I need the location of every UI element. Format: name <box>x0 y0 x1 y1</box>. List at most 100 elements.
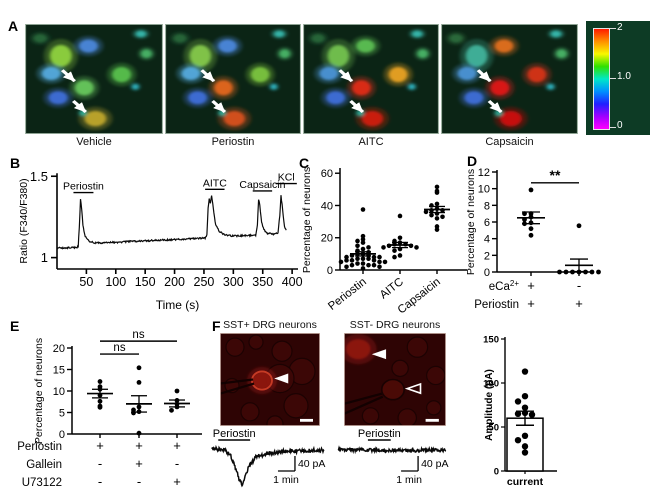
svg-text:-: - <box>137 474 141 489</box>
caption-periostin: Periostin <box>211 136 255 148</box>
svg-text:60: 60 <box>321 168 333 180</box>
svg-text:20: 20 <box>53 343 65 355</box>
panel-b-label: B <box>10 155 21 171</box>
svg-text:+: + <box>527 278 535 293</box>
svg-text:0: 0 <box>327 265 333 277</box>
svg-text:Periostin: Periostin <box>474 299 519 311</box>
svg-text:Time (s): Time (s) <box>156 298 200 312</box>
svg-text:Amplitude (pA): Amplitude (pA) <box>484 369 495 441</box>
svg-text:6: 6 <box>484 217 490 229</box>
colorbar-label-mid: 1.0 <box>617 71 631 82</box>
caption-capsaicin: Capsaicin <box>485 136 534 148</box>
svg-text:KCl: KCl <box>278 172 295 184</box>
svg-text:8: 8 <box>484 200 490 212</box>
sst-pos-drg-image <box>220 333 320 426</box>
calcium-image-periostin <box>165 24 301 134</box>
svg-text:-: - <box>577 278 581 293</box>
svg-text:Periostin: Periostin <box>17 441 62 453</box>
svg-text:current: current <box>507 476 544 488</box>
colorbar-tick-bottom <box>610 127 616 128</box>
panel-d-label: D <box>467 153 478 169</box>
svg-text:**: ** <box>550 167 561 183</box>
svg-text:5: 5 <box>59 408 65 420</box>
svg-text:+: + <box>575 296 583 311</box>
colorbar-label-max: 2 <box>617 22 623 33</box>
svg-text:-: - <box>175 456 179 471</box>
svg-text:Capsaicin: Capsaicin <box>239 179 285 191</box>
svg-text:1 min: 1 min <box>273 474 299 486</box>
svg-text:Gallein: Gallein <box>26 459 62 471</box>
panel-b-trace-chart: 1 1.5 50 100 150 200 250 300 350 400 Time (s) Ratio… <box>16 163 312 313</box>
svg-text:150: 150 <box>135 275 156 289</box>
colorbar-label-min: 0 <box>617 120 623 131</box>
caption-aitc: AITC <box>358 136 384 148</box>
svg-text:40 pA: 40 pA <box>421 458 448 470</box>
svg-text:Percentage of neurons: Percentage of neurons <box>301 167 313 273</box>
svg-text:ns: ns <box>113 342 125 354</box>
svg-text:Periostin: Periostin <box>326 276 369 313</box>
caption-vehicle: Vehicle <box>76 136 112 148</box>
panel-a-label: A <box>8 18 19 34</box>
svg-text:150: 150 <box>483 335 499 346</box>
svg-text:Ratio (F340/F380): Ratio (F340/F380) <box>18 178 30 263</box>
svg-text:40 pA: 40 pA <box>298 458 325 470</box>
panel-e-label: E <box>10 318 20 334</box>
svg-text:Percentage of neurons: Percentage of neurons <box>467 169 477 275</box>
svg-text:+: + <box>173 474 181 489</box>
panel-f-amplitude-chart: 0 50 100 150 Amplitude (pA) current <box>470 325 608 501</box>
panel-f-label: F <box>212 318 221 334</box>
svg-text:1 min: 1 min <box>396 474 422 486</box>
svg-text:40: 40 <box>321 200 333 212</box>
svg-text:ns: ns <box>132 329 144 341</box>
svg-text:Periostin: Periostin <box>63 181 104 193</box>
svg-text:4: 4 <box>484 234 490 246</box>
svg-text:AITC: AITC <box>203 177 227 189</box>
sst-pos-title: SST+ DRG neurons <box>223 319 317 331</box>
svg-text:Periostin: Periostin <box>358 428 401 440</box>
svg-text:300: 300 <box>223 275 244 289</box>
svg-text:0: 0 <box>484 267 490 279</box>
svg-text:12: 12 <box>478 167 490 179</box>
panel-c-scatter-chart: 0 20 40 60 Percentage of neurons Periostin AIT… <box>301 162 473 316</box>
calcium-image-aitc <box>303 24 439 134</box>
svg-text:1.5: 1.5 <box>30 169 48 184</box>
svg-text:+: + <box>135 456 143 471</box>
svg-text:+: + <box>96 438 104 453</box>
svg-text:AITC: AITC <box>378 276 406 302</box>
svg-text:2: 2 <box>484 250 490 262</box>
svg-text:10: 10 <box>478 184 490 196</box>
svg-text:+: + <box>135 438 143 453</box>
svg-text:200: 200 <box>164 275 185 289</box>
svg-text:+: + <box>527 296 535 311</box>
sst-pos-current-trace: Periostin 40 pA 1 min <box>210 427 328 501</box>
svg-text:350: 350 <box>252 275 273 289</box>
svg-text:U73122: U73122 <box>22 477 62 489</box>
svg-text:15: 15 <box>53 365 65 377</box>
svg-text:50: 50 <box>79 275 93 289</box>
sst-neg-drg-image <box>344 333 446 426</box>
svg-text:-: - <box>98 474 102 489</box>
colorbar-gradient <box>593 28 610 130</box>
svg-text:50: 50 <box>488 423 499 434</box>
panel-c-label: C <box>299 155 310 171</box>
colorbar-tick-top <box>610 28 616 29</box>
colorbar-panel: 2 1.0 0 <box>586 21 650 135</box>
svg-text:eCa2+: eCa2+ <box>489 279 520 293</box>
svg-text:0: 0 <box>59 429 65 441</box>
svg-text:0: 0 <box>494 467 499 478</box>
colorbar-tick-mid <box>610 78 616 79</box>
svg-text:400: 400 <box>282 275 303 289</box>
svg-text:Percentage of neurons: Percentage of neurons <box>33 338 45 444</box>
svg-text:-: - <box>98 456 102 471</box>
svg-text:100: 100 <box>105 275 126 289</box>
panel-d-scatter-chart: 0 2 4 6 8 10 12 Percentage of neurons eCa2+ + - Per… <box>465 160 652 318</box>
svg-text:Periostin: Periostin <box>213 428 256 440</box>
sst-neg-current-trace: Periostin 40 pA 1 min <box>336 427 450 501</box>
svg-text:+: + <box>173 438 181 453</box>
svg-text:250: 250 <box>194 275 215 289</box>
calcium-image-capsaicin <box>441 24 578 134</box>
svg-text:10: 10 <box>53 386 65 398</box>
panel-e-scatter-chart: 0 5 10 15 20 Percentage of neurons Periostin + +… <box>12 322 212 500</box>
svg-text:100: 100 <box>483 379 499 390</box>
